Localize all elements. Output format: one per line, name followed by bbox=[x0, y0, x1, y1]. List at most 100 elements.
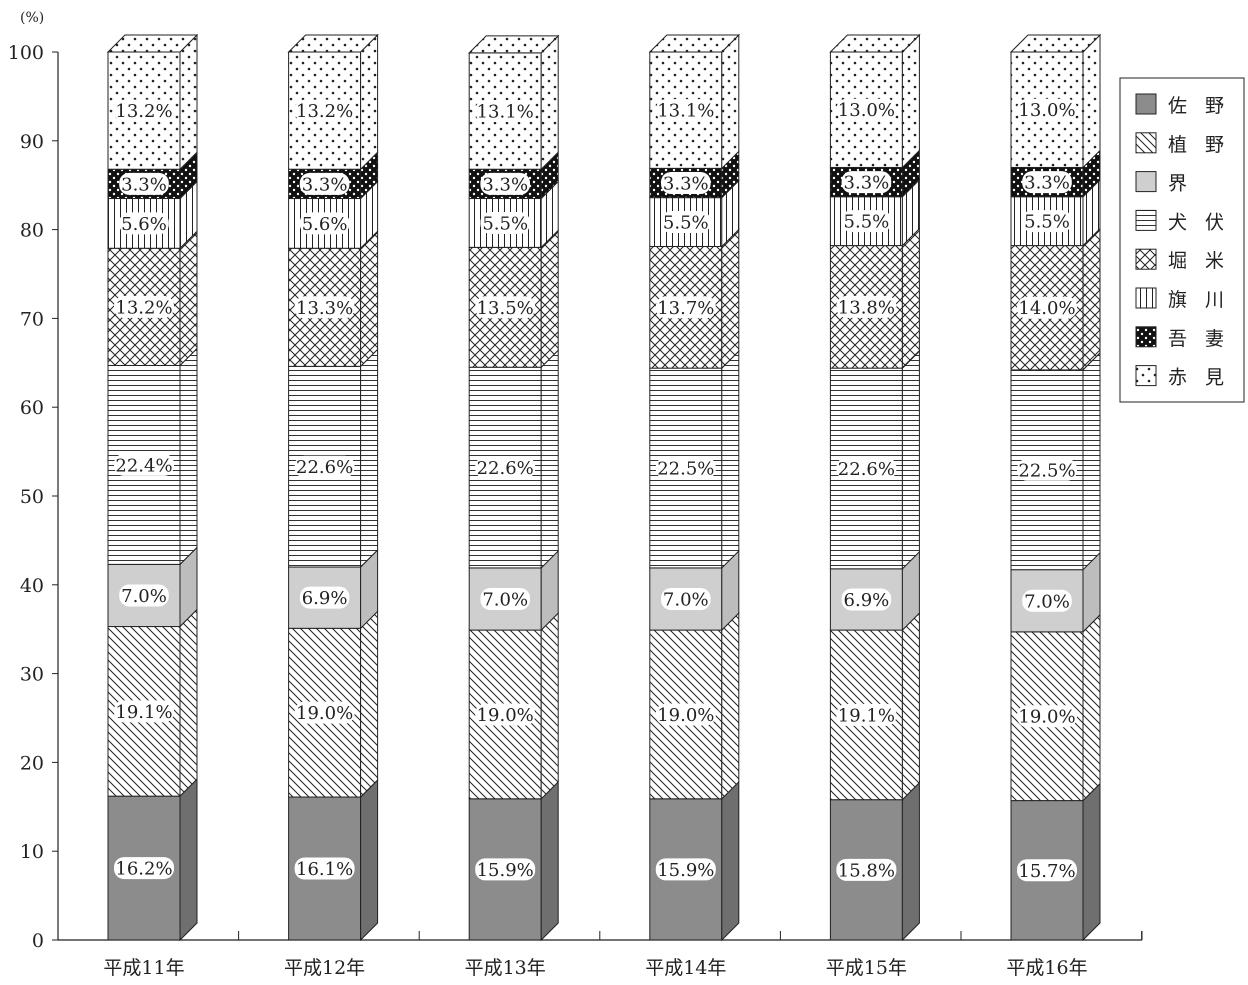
bar-segment-side bbox=[901, 227, 920, 370]
data-label: 19.0% bbox=[477, 705, 534, 726]
legend-label: 犬 伏 bbox=[1168, 211, 1230, 233]
data-label: 13.1% bbox=[477, 102, 534, 123]
data-label: 19.1% bbox=[838, 705, 895, 726]
data-label-bg bbox=[655, 858, 716, 881]
data-label-bg bbox=[294, 455, 355, 478]
data-label: 14.0% bbox=[1018, 298, 1075, 319]
data-label: 5.6% bbox=[302, 214, 348, 235]
data-label: 3.3% bbox=[302, 174, 348, 195]
data-label-bg bbox=[114, 700, 174, 723]
y-tick-label: 40 bbox=[20, 575, 44, 597]
data-label: 15.7% bbox=[1018, 861, 1075, 882]
data-label-bg bbox=[1022, 589, 1072, 612]
bar-segment-side bbox=[179, 33, 198, 171]
data-label-bg bbox=[836, 98, 897, 121]
bar-segment-side bbox=[360, 230, 379, 368]
data-label: 22.6% bbox=[477, 458, 534, 479]
bar-segment-side bbox=[1082, 227, 1101, 372]
bar-segment-side bbox=[901, 349, 920, 571]
legend-swatch bbox=[1135, 132, 1157, 154]
data-label-bg bbox=[475, 456, 536, 479]
bar-segment-side bbox=[901, 33, 920, 169]
bar-segment-side bbox=[1082, 613, 1101, 802]
data-label: 5.5% bbox=[1024, 212, 1070, 233]
data-label-bg bbox=[1017, 705, 1077, 728]
x-category-label: 平成11年 bbox=[103, 957, 184, 979]
data-label: 7.0% bbox=[121, 586, 167, 607]
data-label-bg bbox=[655, 457, 716, 480]
data-label-bg bbox=[294, 857, 355, 880]
data-label-bg bbox=[114, 99, 174, 122]
bar-stack: 16.2% 19.1% 7.0% 22.4% 13.2% 5.6% 3.3% 13.2% bbox=[106, 33, 199, 942]
data-label-bg bbox=[480, 588, 530, 611]
y-tick-label: 100 bbox=[8, 42, 44, 64]
data-label: 3.3% bbox=[1024, 173, 1070, 194]
data-label: 13.2% bbox=[115, 101, 172, 122]
data-label-bg bbox=[119, 212, 169, 235]
bar-segment-side bbox=[1082, 33, 1101, 169]
legend: 佐 野植 野界犬 伏堀 米旗 川吾 妻赤 見 bbox=[1119, 77, 1245, 403]
data-label: 6.9% bbox=[302, 588, 348, 609]
data-label-bg bbox=[836, 457, 897, 480]
data-label: 3.3% bbox=[121, 174, 167, 195]
data-label-bg bbox=[119, 584, 169, 607]
bar-segment-side bbox=[721, 228, 740, 370]
legend-label: 界 bbox=[1168, 173, 1193, 195]
bar-stack: 15.9% 19.0% 7.0% 22.5% 13.7% 5.5% 3.3% 13.1% bbox=[648, 33, 741, 942]
data-label-bg bbox=[294, 296, 355, 319]
y-tick-label: 50 bbox=[20, 486, 44, 508]
data-label: 5.5% bbox=[482, 213, 528, 234]
y-axis-unit: (%) bbox=[20, 10, 44, 26]
bar-segment-side bbox=[1082, 782, 1101, 942]
data-label: 19.0% bbox=[657, 705, 714, 726]
bar-segment-side bbox=[721, 611, 740, 801]
data-label: 5.6% bbox=[121, 214, 167, 235]
bar-segment-side bbox=[360, 348, 379, 569]
data-label-bg bbox=[475, 100, 536, 123]
legend-box bbox=[1119, 77, 1245, 403]
data-label: 22.6% bbox=[838, 459, 895, 480]
bar-top-face bbox=[648, 34, 741, 53]
data-label-bg bbox=[475, 703, 536, 726]
bar-segment-side bbox=[360, 778, 379, 942]
data-label: 13.5% bbox=[477, 298, 534, 319]
bar-segment-side bbox=[179, 777, 198, 942]
bar-stack: 15.8% 19.1% 6.9% 22.6% 13.8% 5.5% 3.3% 13.0% bbox=[829, 33, 921, 942]
axis-layer: (%) 0 10 20 30 40 50 60 70 80 90 100 平成11年 平成12年 平成13年… bbox=[8, 10, 1143, 979]
data-label: 22.6% bbox=[296, 457, 353, 478]
bar-top-face bbox=[106, 34, 199, 53]
data-label-bg bbox=[1022, 171, 1072, 194]
data-label-bg bbox=[655, 703, 716, 726]
data-label-bg bbox=[1017, 859, 1077, 882]
bars-layer: 16.2%19.1%7.0%22.4%13.2%5.6%3.3%13.2%16.… bbox=[106, 33, 1102, 942]
data-label-bg bbox=[299, 586, 350, 609]
y-tick-label: 70 bbox=[20, 308, 44, 330]
data-label: 16.1% bbox=[296, 859, 353, 880]
data-label-bg bbox=[655, 296, 716, 319]
data-label: 15.8% bbox=[838, 860, 895, 881]
bar-stack: 15.9% 19.0% 7.0% 22.6% 13.5% 5.5% 3.3% 13.1% bbox=[467, 34, 560, 942]
legend-label: 植 野 bbox=[1168, 134, 1230, 156]
data-label: 15.9% bbox=[477, 860, 534, 881]
legend-label: 吾 妻 bbox=[1168, 328, 1230, 350]
bar-segment-side bbox=[540, 611, 559, 801]
data-label-bg bbox=[841, 171, 892, 194]
data-label: 6.9% bbox=[844, 590, 890, 611]
data-label-bg bbox=[475, 858, 536, 881]
data-label: 7.0% bbox=[482, 590, 528, 611]
data-label: 3.3% bbox=[844, 173, 890, 194]
data-label-bg bbox=[661, 211, 711, 234]
y-tick-label: 30 bbox=[20, 664, 44, 686]
data-label: 3.3% bbox=[482, 174, 528, 195]
bar-segment-side bbox=[721, 33, 740, 170]
data-label: 13.0% bbox=[1018, 100, 1075, 121]
data-label-bg bbox=[661, 171, 711, 194]
bar-segment-side bbox=[540, 34, 559, 171]
bar-segment-side bbox=[360, 610, 379, 799]
y-tick-label: 90 bbox=[20, 131, 44, 153]
legend-swatch bbox=[1135, 93, 1157, 115]
bar-segment-side bbox=[360, 33, 379, 171]
data-label-bg bbox=[841, 210, 892, 233]
bar-segment-side bbox=[721, 349, 740, 570]
